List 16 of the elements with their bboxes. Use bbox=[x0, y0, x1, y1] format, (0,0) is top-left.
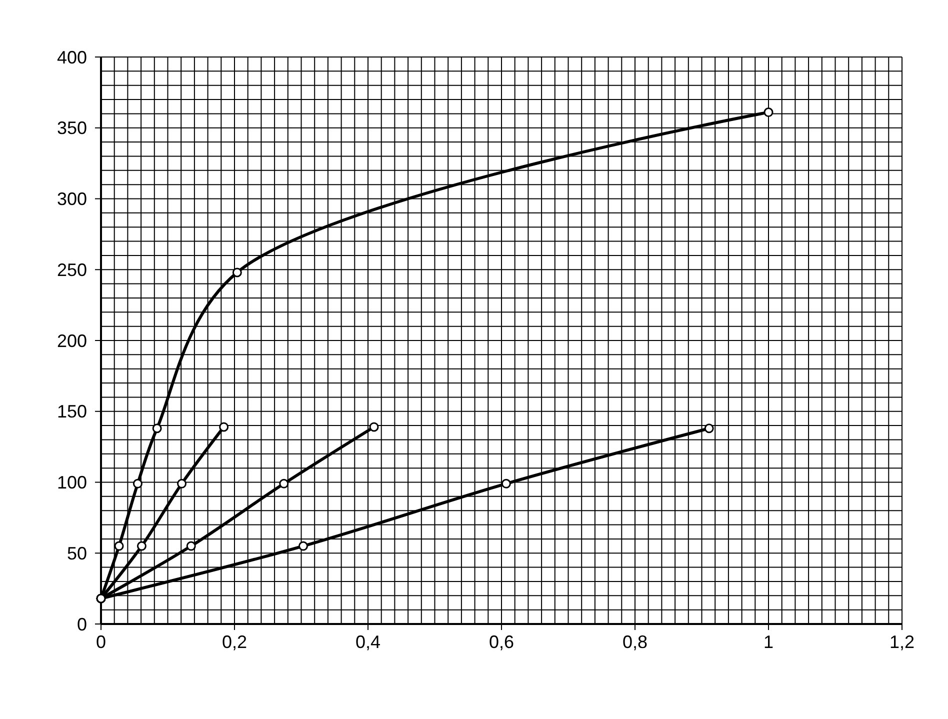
y-tick-label: 50 bbox=[66, 543, 87, 564]
x-tick-label: 0 bbox=[96, 632, 106, 652]
x-tick-label: 1,2 bbox=[889, 632, 915, 652]
x-tick-label: 0,6 bbox=[488, 632, 514, 652]
x-tick-label: 0,4 bbox=[355, 632, 381, 652]
x-tick-label: 0,2 bbox=[222, 632, 248, 652]
y-tick-label: 250 bbox=[56, 260, 87, 280]
y-tick-label: 200 bbox=[56, 330, 87, 351]
y-tick-label: 400 bbox=[56, 47, 87, 68]
y-tick-label: 150 bbox=[56, 402, 87, 422]
y-tick-label: 300 bbox=[56, 189, 87, 210]
y-tick-label: 100 bbox=[56, 472, 87, 493]
x-tick-label: 0,8 bbox=[622, 632, 648, 652]
x-tick-label: 1 bbox=[763, 632, 774, 652]
y-tick-label: 350 bbox=[56, 118, 87, 138]
y-tick-label: 0 bbox=[76, 614, 87, 634]
